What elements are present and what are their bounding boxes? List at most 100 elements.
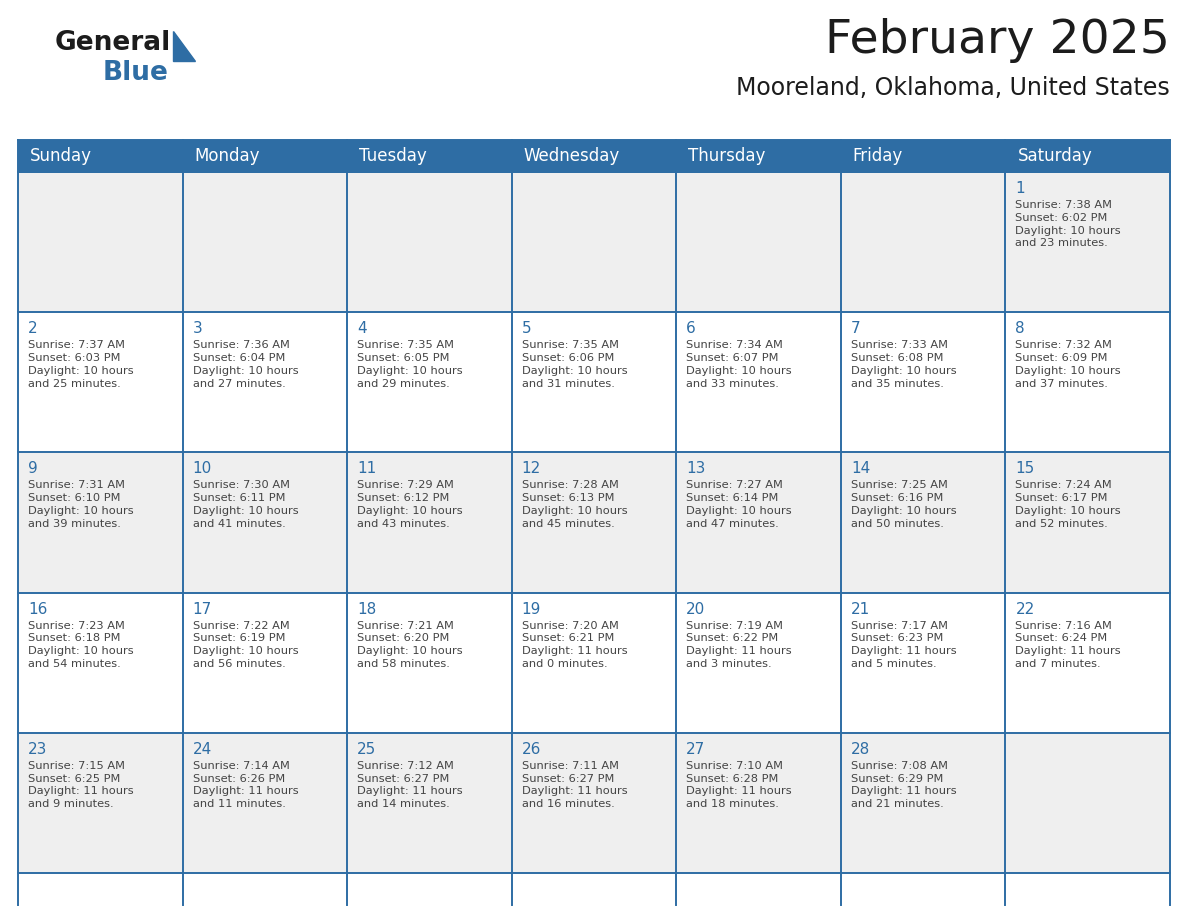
Text: Sunrise: 7:11 AM: Sunrise: 7:11 AM bbox=[522, 761, 619, 771]
Text: Sunrise: 7:12 AM: Sunrise: 7:12 AM bbox=[358, 761, 454, 771]
Text: 23: 23 bbox=[29, 742, 48, 756]
Text: Daylight: 10 hours: Daylight: 10 hours bbox=[358, 506, 463, 516]
Text: Daylight: 10 hours: Daylight: 10 hours bbox=[29, 646, 133, 656]
Text: Daylight: 10 hours: Daylight: 10 hours bbox=[851, 506, 956, 516]
Text: Sunrise: 7:24 AM: Sunrise: 7:24 AM bbox=[1016, 480, 1112, 490]
Bar bbox=[676, 733, 841, 873]
Text: Sunset: 6:25 PM: Sunset: 6:25 PM bbox=[29, 774, 120, 784]
Text: 19: 19 bbox=[522, 601, 541, 617]
Text: and 33 minutes.: and 33 minutes. bbox=[687, 378, 779, 388]
Bar bbox=[1005, 312, 1170, 453]
Text: and 31 minutes.: and 31 minutes. bbox=[522, 378, 614, 388]
Text: Saturday: Saturday bbox=[1017, 147, 1092, 165]
Text: Sunset: 6:26 PM: Sunset: 6:26 PM bbox=[192, 774, 285, 784]
Bar bbox=[18, 733, 183, 873]
Text: 17: 17 bbox=[192, 601, 211, 617]
Text: Daylight: 10 hours: Daylight: 10 hours bbox=[522, 365, 627, 375]
Text: Sunrise: 7:21 AM: Sunrise: 7:21 AM bbox=[358, 621, 454, 631]
Bar bbox=[512, 453, 676, 593]
Bar bbox=[18, 140, 1170, 172]
Text: 26: 26 bbox=[522, 742, 541, 756]
Text: 27: 27 bbox=[687, 742, 706, 756]
Text: 25: 25 bbox=[358, 742, 377, 756]
Text: Sunset: 6:27 PM: Sunset: 6:27 PM bbox=[358, 774, 449, 784]
Text: Sunset: 6:19 PM: Sunset: 6:19 PM bbox=[192, 633, 285, 644]
Text: 28: 28 bbox=[851, 742, 870, 756]
Text: Sunset: 6:27 PM: Sunset: 6:27 PM bbox=[522, 774, 614, 784]
Text: Sunset: 6:12 PM: Sunset: 6:12 PM bbox=[358, 493, 449, 503]
Text: Daylight: 10 hours: Daylight: 10 hours bbox=[1016, 506, 1121, 516]
Text: 21: 21 bbox=[851, 601, 870, 617]
Text: and 18 minutes.: and 18 minutes. bbox=[687, 800, 779, 809]
Text: Sunset: 6:06 PM: Sunset: 6:06 PM bbox=[522, 353, 614, 363]
Text: and 0 minutes.: and 0 minutes. bbox=[522, 659, 607, 669]
Text: Sunrise: 7:37 AM: Sunrise: 7:37 AM bbox=[29, 341, 125, 350]
Text: Thursday: Thursday bbox=[688, 147, 765, 165]
Bar bbox=[676, 172, 841, 312]
Text: 7: 7 bbox=[851, 321, 860, 336]
Text: Sunset: 6:05 PM: Sunset: 6:05 PM bbox=[358, 353, 449, 363]
Text: 14: 14 bbox=[851, 462, 870, 476]
Text: Sunrise: 7:36 AM: Sunrise: 7:36 AM bbox=[192, 341, 290, 350]
Text: and 45 minutes.: and 45 minutes. bbox=[522, 519, 614, 529]
Text: 16: 16 bbox=[29, 601, 48, 617]
Text: Sunset: 6:17 PM: Sunset: 6:17 PM bbox=[1016, 493, 1108, 503]
Text: Sunset: 6:03 PM: Sunset: 6:03 PM bbox=[29, 353, 120, 363]
Text: Daylight: 10 hours: Daylight: 10 hours bbox=[1016, 365, 1121, 375]
Text: and 54 minutes.: and 54 minutes. bbox=[29, 659, 121, 669]
Text: 8: 8 bbox=[1016, 321, 1025, 336]
Text: Sunrise: 7:08 AM: Sunrise: 7:08 AM bbox=[851, 761, 948, 771]
Text: and 9 minutes.: and 9 minutes. bbox=[29, 800, 114, 809]
Text: Daylight: 11 hours: Daylight: 11 hours bbox=[687, 646, 792, 656]
Text: Sunset: 6:13 PM: Sunset: 6:13 PM bbox=[522, 493, 614, 503]
Text: Daylight: 11 hours: Daylight: 11 hours bbox=[522, 646, 627, 656]
Bar bbox=[18, 593, 183, 733]
Text: Daylight: 11 hours: Daylight: 11 hours bbox=[851, 646, 956, 656]
Text: Sunset: 6:07 PM: Sunset: 6:07 PM bbox=[687, 353, 779, 363]
Text: General: General bbox=[55, 30, 171, 56]
Bar bbox=[347, 733, 512, 873]
Text: Sunrise: 7:14 AM: Sunrise: 7:14 AM bbox=[192, 761, 290, 771]
Text: 2: 2 bbox=[29, 321, 38, 336]
Text: Friday: Friday bbox=[853, 147, 903, 165]
Text: Sunrise: 7:33 AM: Sunrise: 7:33 AM bbox=[851, 341, 948, 350]
Bar bbox=[841, 312, 1005, 453]
Text: Sunrise: 7:15 AM: Sunrise: 7:15 AM bbox=[29, 761, 125, 771]
Text: 6: 6 bbox=[687, 321, 696, 336]
Text: 11: 11 bbox=[358, 462, 377, 476]
Text: 10: 10 bbox=[192, 462, 211, 476]
Text: Daylight: 11 hours: Daylight: 11 hours bbox=[192, 787, 298, 797]
Text: and 41 minutes.: and 41 minutes. bbox=[192, 519, 285, 529]
Polygon shape bbox=[173, 31, 195, 61]
Text: Sunset: 6:16 PM: Sunset: 6:16 PM bbox=[851, 493, 943, 503]
Bar bbox=[183, 733, 347, 873]
Text: and 37 minutes.: and 37 minutes. bbox=[1016, 378, 1108, 388]
Text: Daylight: 10 hours: Daylight: 10 hours bbox=[192, 365, 298, 375]
Text: Sunrise: 7:28 AM: Sunrise: 7:28 AM bbox=[522, 480, 619, 490]
Text: Sunday: Sunday bbox=[30, 147, 91, 165]
Bar bbox=[512, 312, 676, 453]
Text: and 3 minutes.: and 3 minutes. bbox=[687, 659, 772, 669]
Text: Sunset: 6:04 PM: Sunset: 6:04 PM bbox=[192, 353, 285, 363]
Text: Sunset: 6:21 PM: Sunset: 6:21 PM bbox=[522, 633, 614, 644]
Text: Sunset: 6:18 PM: Sunset: 6:18 PM bbox=[29, 633, 120, 644]
Text: Sunrise: 7:22 AM: Sunrise: 7:22 AM bbox=[192, 621, 290, 631]
Bar bbox=[18, 453, 183, 593]
Bar bbox=[347, 172, 512, 312]
Bar bbox=[1005, 733, 1170, 873]
Bar bbox=[1005, 172, 1170, 312]
Text: 15: 15 bbox=[1016, 462, 1035, 476]
Text: 5: 5 bbox=[522, 321, 531, 336]
Text: Sunrise: 7:27 AM: Sunrise: 7:27 AM bbox=[687, 480, 783, 490]
Text: and 56 minutes.: and 56 minutes. bbox=[192, 659, 285, 669]
Text: 9: 9 bbox=[29, 462, 38, 476]
Text: and 16 minutes.: and 16 minutes. bbox=[522, 800, 614, 809]
Text: and 23 minutes.: and 23 minutes. bbox=[1016, 239, 1108, 249]
Text: Sunset: 6:29 PM: Sunset: 6:29 PM bbox=[851, 774, 943, 784]
Text: Blue: Blue bbox=[103, 60, 169, 86]
Bar bbox=[1005, 593, 1170, 733]
Bar bbox=[841, 733, 1005, 873]
Text: Sunrise: 7:10 AM: Sunrise: 7:10 AM bbox=[687, 761, 783, 771]
Text: and 43 minutes.: and 43 minutes. bbox=[358, 519, 450, 529]
Text: Sunrise: 7:31 AM: Sunrise: 7:31 AM bbox=[29, 480, 125, 490]
